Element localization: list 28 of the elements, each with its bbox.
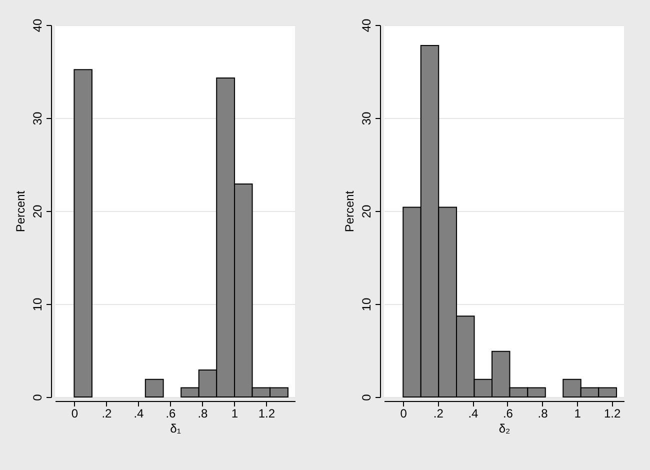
- y-tick-label: 40: [30, 18, 44, 32]
- y-tick-label: 20: [360, 204, 374, 218]
- x-tick-label: .8: [538, 406, 548, 420]
- x-tick-label: 0: [71, 406, 78, 420]
- y-tick-label: 30: [360, 112, 374, 126]
- x-tick-label: .2: [102, 406, 112, 420]
- y-tick-label: 30: [30, 112, 44, 126]
- x-tick-label: 1.2: [604, 406, 621, 420]
- y-axis-title: Percent: [14, 190, 28, 232]
- x-axis-title: δ₂: [498, 422, 511, 436]
- x-tick-label: 1.2: [258, 406, 276, 420]
- x-tick-label: 1: [574, 406, 582, 420]
- x-axis-title: δ₁: [170, 422, 181, 436]
- y-tick-label: 0: [30, 394, 44, 401]
- x-tick-label: .8: [198, 406, 208, 420]
- y-axis-title: Percent: [342, 190, 356, 232]
- x-tick-label: .6: [502, 406, 514, 420]
- y-tick-label: 20: [30, 204, 44, 218]
- x-tick-label: .2: [433, 406, 444, 420]
- y-tick-label: 10: [360, 298, 374, 312]
- x-tick-label: .4: [468, 406, 479, 420]
- x-tick-label: 1: [231, 406, 238, 420]
- x-tick-label: .6: [166, 406, 176, 420]
- y-tick-label: 40: [360, 18, 374, 32]
- y-tick-label: 0: [360, 394, 374, 401]
- x-tick-label: .4: [134, 406, 144, 420]
- y-tick-label: 10: [30, 298, 44, 312]
- x-tick-label: 0: [400, 406, 408, 420]
